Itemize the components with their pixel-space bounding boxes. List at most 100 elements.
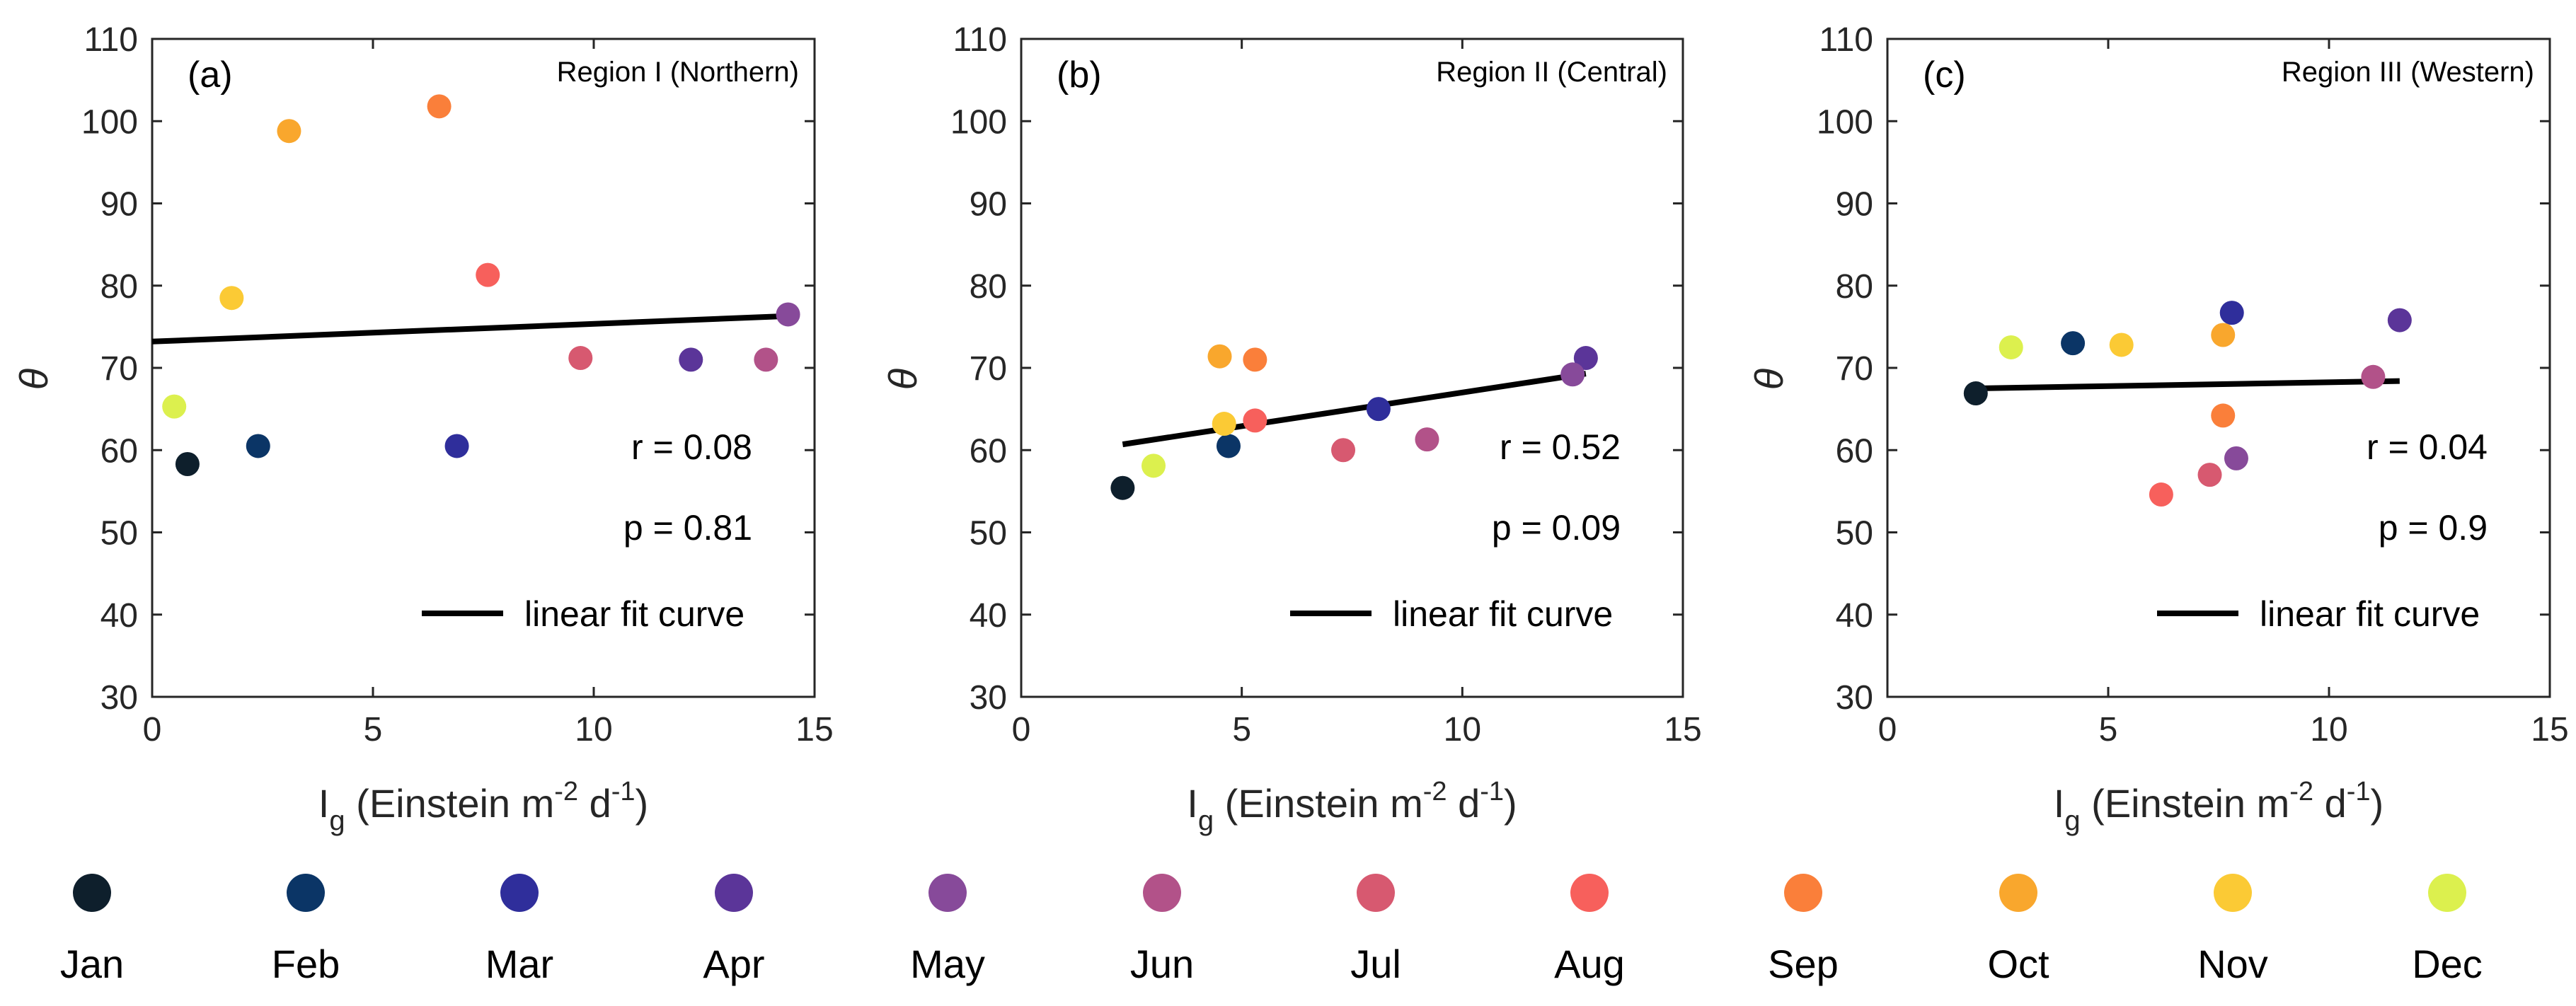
y-tick-label: 110: [953, 21, 1007, 59]
x-axis-label: Ig (Einstein m-2 d-1): [2054, 777, 2384, 836]
panel-label: (a): [188, 54, 233, 96]
legend-label-jan: Jan: [60, 942, 124, 986]
p-value: p = 0.09: [1492, 508, 1621, 548]
x-axis-label-close: ): [636, 781, 649, 826]
fit-legend-label: linear fit curve: [524, 594, 744, 634]
y-tick-label: 30: [970, 679, 1007, 717]
y-tick-label: 100: [950, 103, 1007, 141]
legend-label-nov: Nov: [2197, 942, 2268, 986]
linear-fit-line: [1975, 378, 2400, 392]
month-legend: Jan Feb Mar Apr May Jun Jul Aug Sep Oct Nov Dec: [60, 874, 2483, 986]
data-point-apr: [679, 347, 703, 372]
y-tick-label: 60: [970, 432, 1007, 470]
y-tick-label: 70: [100, 350, 138, 388]
data-point-mar: [2219, 301, 2244, 325]
legend-label-aug: Aug: [1554, 942, 1625, 986]
y-tick-label: 60: [100, 432, 138, 470]
data-point-jun: [754, 347, 778, 372]
x-axis-label-text: (Einstein m: [2081, 781, 2290, 826]
p-value: p = 0.81: [623, 508, 752, 548]
data-point-mar: [444, 434, 469, 458]
x-axis-label-close: ): [2371, 781, 2384, 826]
legend-marker-may: [928, 874, 967, 912]
x-axis-label-sub: g: [1198, 805, 1214, 836]
y-tick-label: 110: [1819, 21, 1873, 59]
data-point-apr: [1573, 346, 1598, 371]
linear-fit-line: [1122, 371, 1587, 448]
data-point-nov: [2109, 333, 2134, 357]
x-axis-label-text: (Einstein m: [345, 781, 555, 826]
data-point-oct: [2211, 323, 2236, 347]
legend-marker-aug: [1570, 874, 1609, 912]
y-tick-label: 80: [1836, 268, 1873, 306]
x-tick-label: 5: [2099, 711, 2118, 748]
x-tick-label: 15: [2531, 711, 2568, 748]
data-point-jan: [1963, 381, 1988, 406]
data-point-aug: [2149, 482, 2173, 507]
y-tick-label: 40: [1836, 597, 1873, 635]
fit-legend-label: linear fit curve: [1393, 594, 1613, 634]
region-title: Region I (Northern): [557, 57, 799, 88]
legend-marker-dec: [2428, 874, 2466, 912]
y-tick-label: 70: [970, 350, 1007, 388]
data-point-dec: [1142, 453, 1166, 478]
data-point-may: [776, 302, 800, 327]
legend-marker-sep: [1784, 874, 1822, 912]
x-tick-label: 0: [143, 711, 162, 748]
x-axis-label-sub: g: [2064, 805, 2080, 836]
x-axis-label: Ig (Einstein m-2 d-1): [318, 777, 648, 836]
legend-label-sep: Sep: [1768, 942, 1839, 986]
legend-label-feb: Feb: [272, 942, 340, 986]
legend-marker-oct: [1999, 874, 2037, 912]
x-tick-label: 0: [1878, 711, 1897, 748]
x-axis-label-main: I: [2054, 781, 2065, 826]
data-point-jan: [175, 452, 200, 477]
data-point-jan: [1110, 475, 1135, 500]
y-tick-label: 90: [970, 186, 1007, 224]
x-tick-label: 15: [1664, 711, 1701, 748]
y-tick-label: 50: [100, 515, 138, 553]
data-point-nov: [1212, 412, 1236, 436]
x-tick-label: 5: [364, 711, 383, 748]
legend-label-may: May: [910, 942, 985, 986]
x-axis-label-exp2: -1: [611, 777, 636, 806]
x-tick-label: 5: [1232, 711, 1251, 748]
r-value: r = 0.52: [1500, 427, 1621, 467]
y-tick-label: 60: [1836, 432, 1873, 470]
x-axis-label-close: ): [1504, 781, 1517, 826]
y-tick-label: 30: [100, 679, 138, 717]
y-tick-label: 40: [100, 597, 138, 635]
region-title: Region II (Central): [1436, 57, 1667, 88]
y-tick-label: 100: [81, 103, 138, 141]
legend-marker-mar: [500, 874, 539, 912]
r-value: r = 0.04: [2367, 427, 2488, 467]
data-point-jun: [2361, 364, 2386, 389]
legend-label-apr: Apr: [703, 942, 764, 986]
x-axis-label-text2: d: [578, 781, 611, 826]
panel-label: (c): [1923, 54, 1966, 96]
y-axis-label: θ: [880, 369, 925, 390]
x-tick-label: 15: [795, 711, 833, 748]
x-tick-label: 10: [575, 711, 612, 748]
x-axis-label-text2: d: [1447, 781, 1480, 826]
data-point-oct: [1207, 344, 1232, 369]
legend-marker-apr: [715, 874, 753, 912]
x-axis-label-exp: -2: [554, 777, 578, 806]
legend-marker-jan: [73, 874, 111, 912]
data-point-mar: [1366, 397, 1391, 422]
region-title: Region III (Western): [2282, 57, 2534, 88]
y-tick-label: 90: [1836, 186, 1873, 224]
legend-marker-jun: [1143, 874, 1181, 912]
data-point-feb: [1216, 434, 1241, 458]
x-axis-label-exp: -2: [2289, 777, 2313, 806]
y-tick-label: 90: [100, 186, 138, 224]
x-axis-label-sub: g: [329, 805, 345, 836]
data-point-feb: [2061, 331, 2086, 356]
x-axis-label-text: (Einstein m: [1214, 781, 1423, 826]
x-axis-label-text2: d: [2313, 781, 2347, 826]
data-point-nov: [219, 286, 244, 311]
x-axis-label-main: I: [318, 781, 330, 826]
data-point-sep: [427, 94, 452, 119]
r-value: r = 0.08: [631, 427, 752, 467]
linear-fit-line: [151, 313, 788, 345]
